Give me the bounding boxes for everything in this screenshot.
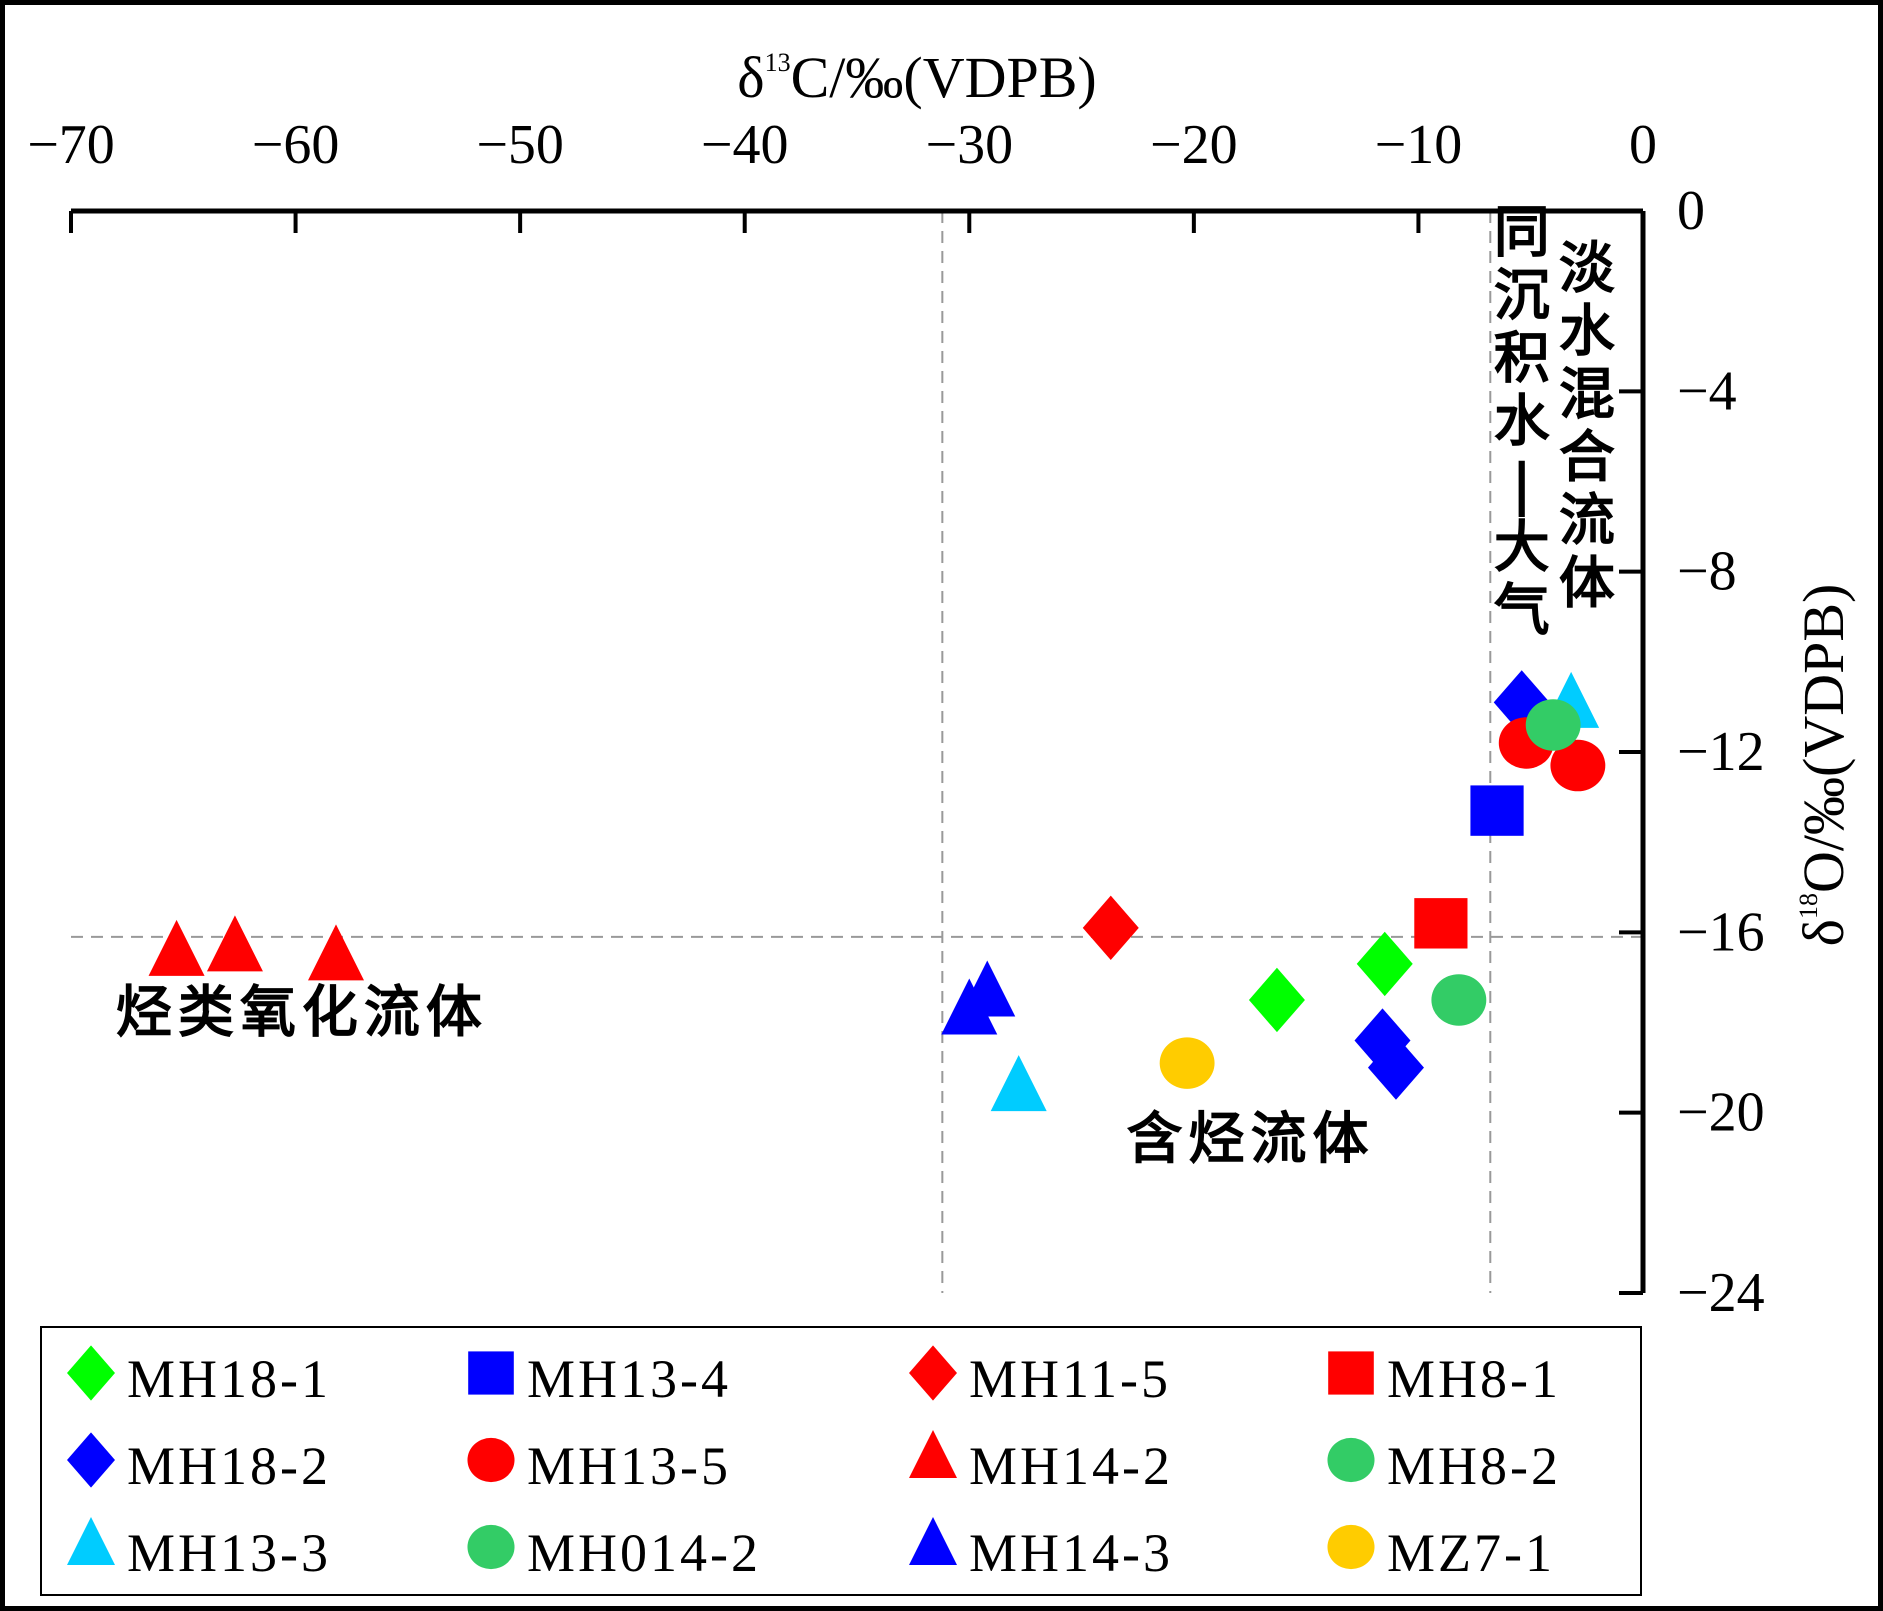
legend-item: MH8-2 (1327, 1436, 1561, 1496)
zone-label-char: 沉 (1494, 264, 1550, 329)
data-point-mh13-5 (1550, 739, 1606, 792)
x-tick-label: −20 (1150, 114, 1238, 176)
data-point-mh14-2 (148, 919, 205, 976)
legend-item: MH13-5 (467, 1436, 731, 1496)
data-point-mh14-3 (959, 960, 1016, 1017)
legend-item: MH18-1 (67, 1345, 331, 1409)
x-tick-label: −70 (27, 114, 115, 176)
zone-label-char: 水 (1559, 300, 1616, 365)
y-tick-label: −12 (1677, 721, 1765, 783)
data-point-mh014-2 (1525, 699, 1581, 751)
scatter-chart: −70 −60 −50 −40 −30 −20 −10 00 −4 −8 −12 −16 −20 −24 δ… (27, 45, 1856, 1596)
zone-label-char: 淡 (1559, 237, 1616, 302)
legend-label: MH8-1 (1387, 1349, 1561, 1409)
y-axis-title-rest: O/‰(VDPB) (1791, 584, 1856, 893)
x-tick-label: −30 (925, 114, 1013, 176)
reference-lines (71, 211, 1643, 1293)
legend-marker-diamond (67, 1345, 115, 1401)
y-axis-title: δ18O/‰(VDPB) (1791, 584, 1856, 947)
y-tick-label: 0 (1677, 180, 1705, 242)
legend-item: MH13-4 (468, 1349, 731, 1409)
zone-label-char: 水 (1494, 390, 1551, 455)
data-point-mh13-3 (990, 1055, 1047, 1112)
legend-marker-square (1328, 1351, 1374, 1395)
zone-label-char: 合 (1559, 426, 1615, 491)
data-point-mh14-2 (307, 924, 364, 981)
data-point-mh8-1 (1414, 898, 1468, 949)
legend-item: MH14-2 (909, 1430, 1173, 1496)
legend-item: MH14-3 (909, 1517, 1173, 1583)
zone-label-char: | (1512, 453, 1532, 518)
zone-label: 含烃流体 (1126, 1107, 1374, 1172)
axes: −70 −60 −50 −40 −30 −20 −10 00 −4 −8 −12 −16 −20 −24 δ… (27, 45, 1856, 1324)
data-point-mh13-4 (1470, 785, 1524, 836)
legend-marker-square (468, 1351, 514, 1395)
x-tick-label: −50 (476, 114, 564, 176)
legend-label: MH11-5 (969, 1349, 1171, 1409)
zone-label-char: 大 (1494, 516, 1550, 581)
legend-label: MH18-1 (127, 1349, 331, 1409)
legend-label: MH14-3 (969, 1523, 1173, 1583)
legend-item: MH18-2 (67, 1432, 331, 1496)
legend: MH18-1 MH13-4 MH11-5 MH8-1 MH18-2 MH13-5 MH14-… (40, 1326, 1642, 1596)
legend-item: MH014-2 (467, 1523, 761, 1583)
legend-label: MH13-5 (527, 1436, 731, 1496)
y-tick-label: −4 (1677, 360, 1737, 422)
legend-marker-circle (1327, 1524, 1375, 1570)
y-tick-label: −20 (1677, 1082, 1765, 1144)
legend-label: MH18-2 (127, 1436, 331, 1496)
legend-item: MH8-1 (1328, 1349, 1561, 1409)
legend-marker-triangle (909, 1517, 957, 1565)
zone-label-char: 流 (1559, 489, 1615, 554)
legend-marker-triangle (67, 1517, 115, 1565)
zone-label: 烃类氧化流体 (116, 981, 488, 1046)
data-point-mh18-1 (1248, 967, 1305, 1033)
legend-item: MH13-3 (67, 1517, 331, 1583)
y-axis-title-delta: δ (1791, 919, 1856, 946)
legend-marker-circle (467, 1437, 515, 1483)
x-tick-label: −60 (252, 114, 340, 176)
zone-label-char: 气 (1494, 579, 1550, 644)
zone-label-char: 同 (1494, 201, 1550, 266)
data-point-mz7-1 (1159, 1037, 1215, 1089)
legend-label: MH13-3 (127, 1523, 331, 1583)
y-axis-title-sup: 18 (1794, 893, 1823, 919)
x-axis-title: δ13C/‰(VDPB) (737, 45, 1097, 110)
x-axis-title-delta: δ (737, 45, 764, 110)
x-tick-label: −10 (1375, 114, 1463, 176)
legend-label: MZ7-1 (1387, 1523, 1555, 1583)
data-point-mh11-5 (1082, 895, 1139, 961)
x-axis-title-sup: 13 (765, 48, 791, 77)
legend-item: MH11-5 (909, 1345, 1171, 1409)
data-point-mh8-2 (1431, 974, 1487, 1026)
legend-label: MH13-4 (527, 1349, 731, 1409)
legend-label: MH8-2 (1387, 1436, 1561, 1496)
legend-item: MZ7-1 (1327, 1523, 1555, 1583)
y-tick-label: −16 (1677, 901, 1765, 963)
legend-marker-circle (1327, 1437, 1375, 1483)
y-tick-label: −24 (1677, 1262, 1765, 1324)
zone-label-char: 混 (1559, 363, 1615, 428)
legend-marker-circle (467, 1524, 515, 1570)
legend-marker-triangle (909, 1430, 957, 1478)
data-point-mh18-2 (1367, 1035, 1424, 1100)
y-tick-label: −8 (1677, 541, 1737, 603)
legend-marker-diamond (909, 1345, 957, 1401)
zone-label-char: 积 (1494, 327, 1550, 392)
legend-marker-diamond (67, 1432, 115, 1488)
x-tick-label: 0 (1629, 114, 1657, 176)
legend-label: MH14-2 (969, 1436, 1173, 1496)
legend-label: MH014-2 (527, 1523, 761, 1583)
x-tick-label: −40 (701, 114, 789, 176)
data-point-mh18-1 (1356, 931, 1413, 997)
data-points (148, 670, 1606, 1112)
data-point-mh14-2 (206, 915, 263, 972)
x-axis-title-rest: C/‰(VDPB) (791, 45, 1097, 110)
zone-label-char: 体 (1559, 552, 1615, 617)
